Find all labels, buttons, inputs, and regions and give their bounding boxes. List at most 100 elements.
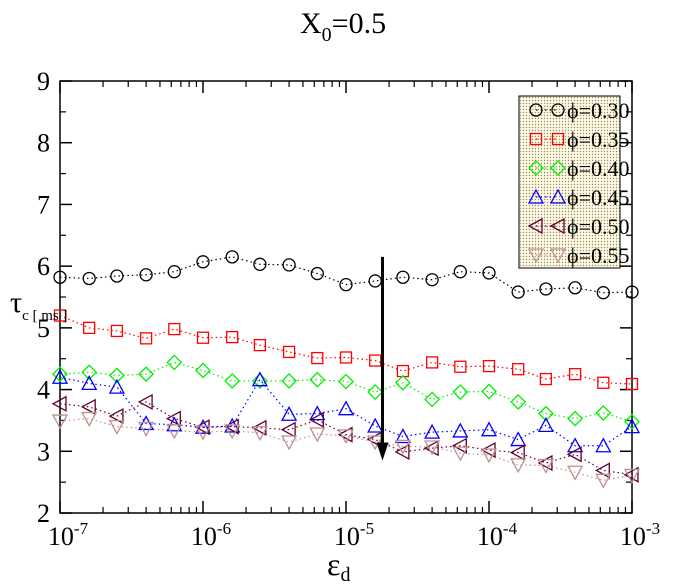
x-tick-label: 10-7 xyxy=(48,519,89,551)
x-tick-base: 10 xyxy=(620,522,646,551)
data-point xyxy=(452,384,469,400)
data-point xyxy=(251,426,268,442)
data-point xyxy=(509,444,525,461)
data-point xyxy=(310,266,324,281)
data-point xyxy=(281,435,298,451)
data-point xyxy=(108,367,125,384)
data-point xyxy=(338,373,354,390)
data-point xyxy=(138,366,155,383)
data-point xyxy=(168,322,181,336)
legend-marker xyxy=(528,160,544,176)
x-tick-label: 10-6 xyxy=(191,519,231,551)
x-tick-exponent: -3 xyxy=(646,519,660,538)
legend-box xyxy=(518,95,621,269)
data-point xyxy=(167,265,181,279)
data-point xyxy=(337,429,355,445)
title-sub: 0 xyxy=(322,24,332,46)
data-point xyxy=(165,410,181,427)
data-point xyxy=(367,417,384,433)
data-point xyxy=(539,372,553,386)
legend-label: ϕ=0.40 xyxy=(567,156,630,181)
data-point xyxy=(394,428,411,444)
data-point xyxy=(595,437,612,453)
title-main: X xyxy=(300,7,322,40)
legend-marker xyxy=(527,188,545,204)
x-tick-label: 10-3 xyxy=(620,519,660,551)
data-point xyxy=(108,408,124,425)
data-point xyxy=(623,468,641,484)
xlabel-sub: d xyxy=(340,564,350,586)
arrow-head xyxy=(376,442,389,461)
data-point xyxy=(481,383,497,400)
data-point xyxy=(166,424,183,440)
x-tick-exponent: -6 xyxy=(217,519,231,538)
data-point xyxy=(196,255,210,269)
data-point xyxy=(196,331,210,344)
data-point xyxy=(539,282,553,296)
y-tick-label: 2 xyxy=(37,499,50,528)
data-point xyxy=(51,395,67,412)
data-point xyxy=(52,366,68,383)
data-point xyxy=(452,422,469,438)
data-point xyxy=(567,410,584,427)
data-point xyxy=(80,398,96,415)
data-point xyxy=(424,391,441,408)
data-point xyxy=(281,373,298,389)
data-point xyxy=(280,421,296,438)
data-point xyxy=(81,375,98,391)
data-point xyxy=(51,368,69,384)
data-point xyxy=(139,332,153,345)
x-tick-label: 10-5 xyxy=(334,519,374,551)
legend-label: ϕ=0.50 xyxy=(567,214,630,239)
data-point xyxy=(567,465,584,481)
data-point xyxy=(337,400,355,416)
data-point xyxy=(394,439,411,455)
y-tick-label: 5 xyxy=(37,314,50,343)
data-point xyxy=(396,270,410,284)
x-tick-base: 10 xyxy=(48,522,74,551)
data-point xyxy=(425,273,439,287)
data-point xyxy=(108,419,125,435)
x-tick-base: 10 xyxy=(477,522,503,551)
data-point xyxy=(394,443,410,460)
data-point xyxy=(394,374,411,391)
data-point xyxy=(282,258,296,272)
x-tick-base: 10 xyxy=(191,522,217,551)
data-point xyxy=(81,411,98,427)
data-point xyxy=(309,427,326,443)
data-point xyxy=(367,384,384,400)
data-point xyxy=(82,271,96,286)
data-point xyxy=(454,360,467,373)
data-point xyxy=(424,440,441,456)
data-point xyxy=(139,268,153,282)
data-point xyxy=(253,338,267,352)
trend-arrow xyxy=(376,256,389,461)
data-point xyxy=(53,270,67,284)
series-line-0 xyxy=(59,256,633,294)
x-tick-exponent: -7 xyxy=(74,519,89,538)
data-point xyxy=(137,393,153,411)
legend-label: ϕ=0.30 xyxy=(567,98,630,123)
data-point xyxy=(623,466,639,483)
data-point xyxy=(108,378,125,394)
x-axis: 10-7 10-6 10-5 10-4 10-3 xyxy=(48,81,660,551)
x-tick-base: 10 xyxy=(334,522,360,551)
data-point xyxy=(251,371,268,387)
data-point xyxy=(482,266,496,280)
data-point xyxy=(194,425,212,441)
data-point xyxy=(595,473,612,489)
data-point xyxy=(453,265,467,279)
data-point xyxy=(537,416,554,433)
data-point xyxy=(425,356,439,369)
data-point xyxy=(369,354,382,367)
data-point xyxy=(309,405,326,421)
xlabel-main: ε xyxy=(327,546,340,582)
legend: ϕ=0.30 ϕ=0.35 ϕ=0.40 ϕ=0.45 ϕ=0.50 ϕ=0.55 xyxy=(518,95,630,269)
data-point xyxy=(624,413,640,430)
y-tick-label: 8 xyxy=(37,129,50,158)
x-tick-exponent: -4 xyxy=(503,519,518,538)
legend-marker xyxy=(549,248,567,264)
x-tick-label: 10-4 xyxy=(477,519,518,551)
legend-marker xyxy=(551,132,565,146)
data-point xyxy=(311,351,324,365)
